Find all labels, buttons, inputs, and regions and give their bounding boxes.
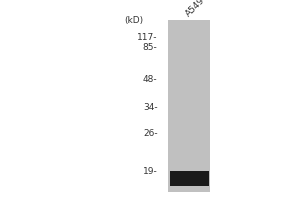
- Bar: [168, 20, 210, 192]
- Text: 117-: 117-: [137, 32, 158, 42]
- Text: 26-: 26-: [143, 129, 158, 138]
- Text: 85-: 85-: [143, 44, 158, 52]
- Text: 48-: 48-: [143, 75, 158, 84]
- Text: (kD): (kD): [124, 17, 143, 25]
- Bar: [169, 171, 208, 186]
- Text: A549: A549: [184, 0, 207, 18]
- Text: 19-: 19-: [143, 166, 158, 176]
- Text: 34-: 34-: [143, 102, 158, 112]
